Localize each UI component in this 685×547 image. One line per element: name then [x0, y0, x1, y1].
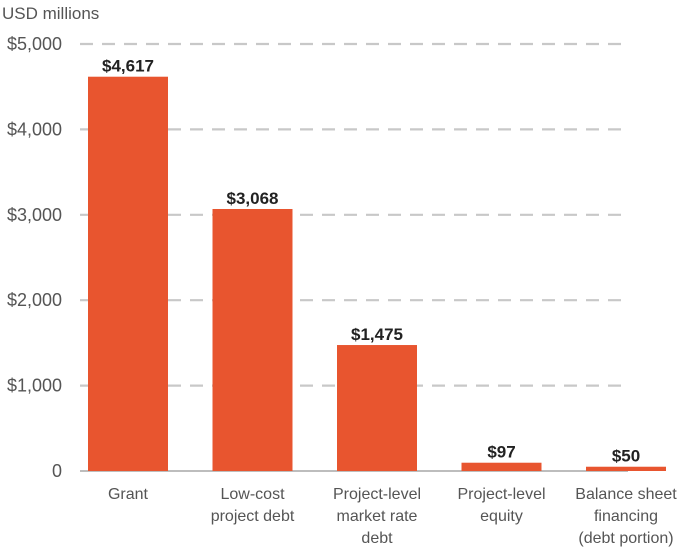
y-axis-title: USD millions [2, 4, 99, 23]
category-label: Project-level [457, 486, 545, 503]
y-tick-label: 0 [52, 461, 62, 481]
category-label: equity [480, 508, 523, 525]
category-label: debt [361, 530, 393, 547]
bar [212, 208, 293, 471]
y-tick-label: $4,000 [7, 119, 62, 139]
bar [586, 466, 666, 471]
data-label: $97 [487, 443, 515, 462]
category-label: Project-level [333, 486, 421, 503]
bars [88, 76, 666, 472]
category-label: project debt [211, 508, 295, 525]
y-tick-label: $1,000 [7, 376, 62, 396]
y-tick-label: $3,000 [7, 205, 62, 225]
category-label: (debt portion) [578, 530, 673, 547]
bar [88, 76, 168, 472]
y-tick-label: $2,000 [7, 290, 62, 310]
bar [461, 462, 542, 471]
category-label: Balance sheet [575, 486, 677, 503]
category-label: Grant [108, 486, 149, 503]
category-label: financing [594, 508, 658, 525]
data-label: $4,617 [102, 57, 154, 76]
y-axis-ticks: 0 $1,000 $2,000 $3,000 $4,000 $5,000 [7, 34, 62, 481]
category-label: Low-cost [220, 486, 285, 503]
data-label: $50 [612, 447, 640, 466]
y-tick-label: $5,000 [7, 34, 62, 54]
data-label: $3,068 [227, 189, 279, 208]
bar [337, 345, 417, 471]
x-axis-categories: Grant Low-cost project debt Project-level ma… [108, 486, 677, 547]
data-labels: $4,617 $3,068 $1,475 $97 $50 [102, 57, 640, 466]
category-label: market rate [337, 508, 418, 525]
data-label: $1,475 [351, 325, 403, 344]
